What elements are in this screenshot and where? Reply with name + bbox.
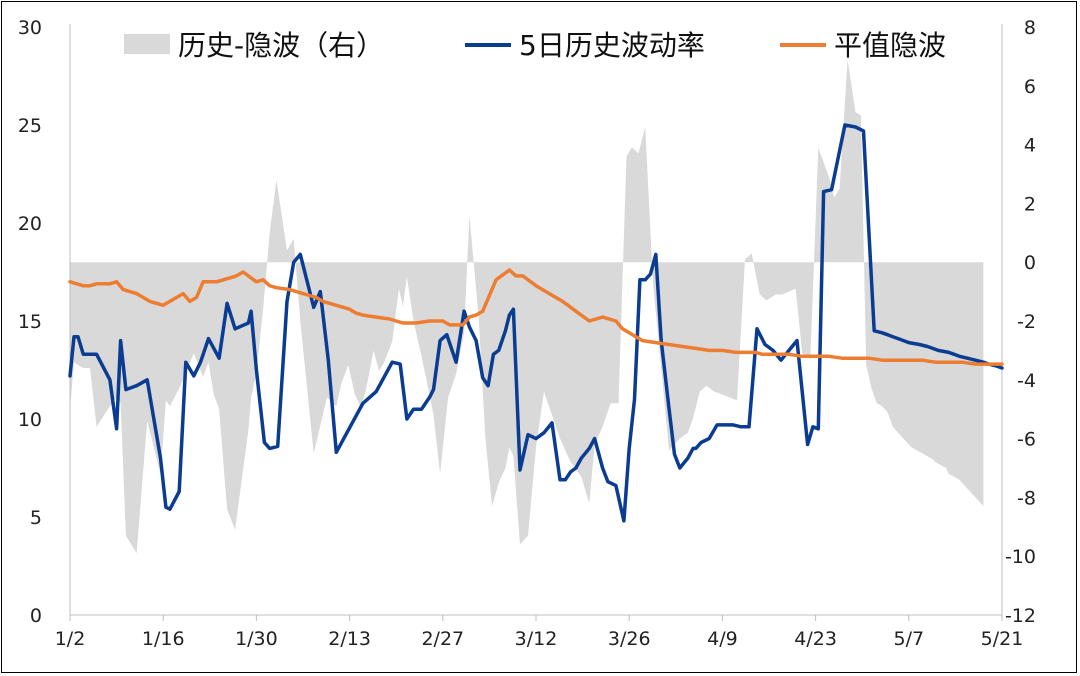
right-tick-label: -4 — [1017, 370, 1036, 392]
x-tick-label: 4/9 — [707, 628, 738, 650]
right-tick-label: 8 — [1024, 17, 1036, 39]
right-tick-label: -10 — [1005, 546, 1036, 568]
legend-item: 平值隐波 — [780, 29, 946, 62]
x-tick-label: 2/13 — [328, 628, 371, 650]
x-tick-label: 4/23 — [794, 628, 837, 650]
right-tick-label: 4 — [1024, 135, 1036, 157]
left-tick-label: 10 — [18, 409, 42, 431]
left-tick-label: 20 — [18, 213, 42, 235]
x-tick-label: 3/26 — [608, 628, 651, 650]
right-tick-label: -12 — [1005, 605, 1036, 627]
left-tick-label: 25 — [18, 115, 42, 137]
x-tick-label: 1/30 — [235, 628, 278, 650]
left-tick-label: 0 — [30, 605, 42, 627]
legend-swatch — [124, 34, 170, 54]
x-tick-label: 5/21 — [981, 628, 1024, 650]
legend-label: 5日历史波动率 — [519, 29, 705, 62]
legend-label: 平值隐波 — [834, 29, 946, 62]
legend-label: 历史-隐波（右） — [178, 29, 384, 62]
x-tick-label: 2/27 — [421, 628, 464, 650]
line-series-1 — [68, 268, 1004, 366]
line-series-layer — [68, 123, 1004, 523]
x-tick-label: 5/7 — [894, 628, 925, 650]
right-tick-label: 0 — [1024, 252, 1036, 274]
x-tick-label: 3/12 — [515, 628, 558, 650]
line-series-0 — [68, 123, 1004, 523]
right-tick-label: -2 — [1017, 311, 1036, 333]
left-tick-label: 30 — [18, 17, 42, 39]
right-tick-label: 2 — [1024, 193, 1036, 215]
area-series-0 — [70, 59, 984, 554]
axes-layer: 0 5 10 15 20 25 30 -12 -10 -8 -6 -4 -2 0 2 4 6 8 1/2 1/16 1/… — [18, 17, 1036, 650]
area-series-layer — [70, 59, 984, 554]
legend: 历史-隐波（右） 5日历史波动率 平值隐波 — [124, 29, 946, 62]
left-tick-label: 15 — [18, 311, 42, 333]
right-tick-label: -8 — [1017, 487, 1036, 509]
legend-item: 5日历史波动率 — [465, 29, 705, 62]
legend-item: 历史-隐波（右） — [124, 29, 384, 62]
x-tick-label: 1/16 — [142, 628, 185, 650]
right-tick-label: -6 — [1017, 429, 1036, 451]
left-tick-label: 5 — [30, 507, 42, 529]
x-tick-label: 1/2 — [55, 628, 86, 650]
right-tick-label: 6 — [1024, 76, 1036, 98]
